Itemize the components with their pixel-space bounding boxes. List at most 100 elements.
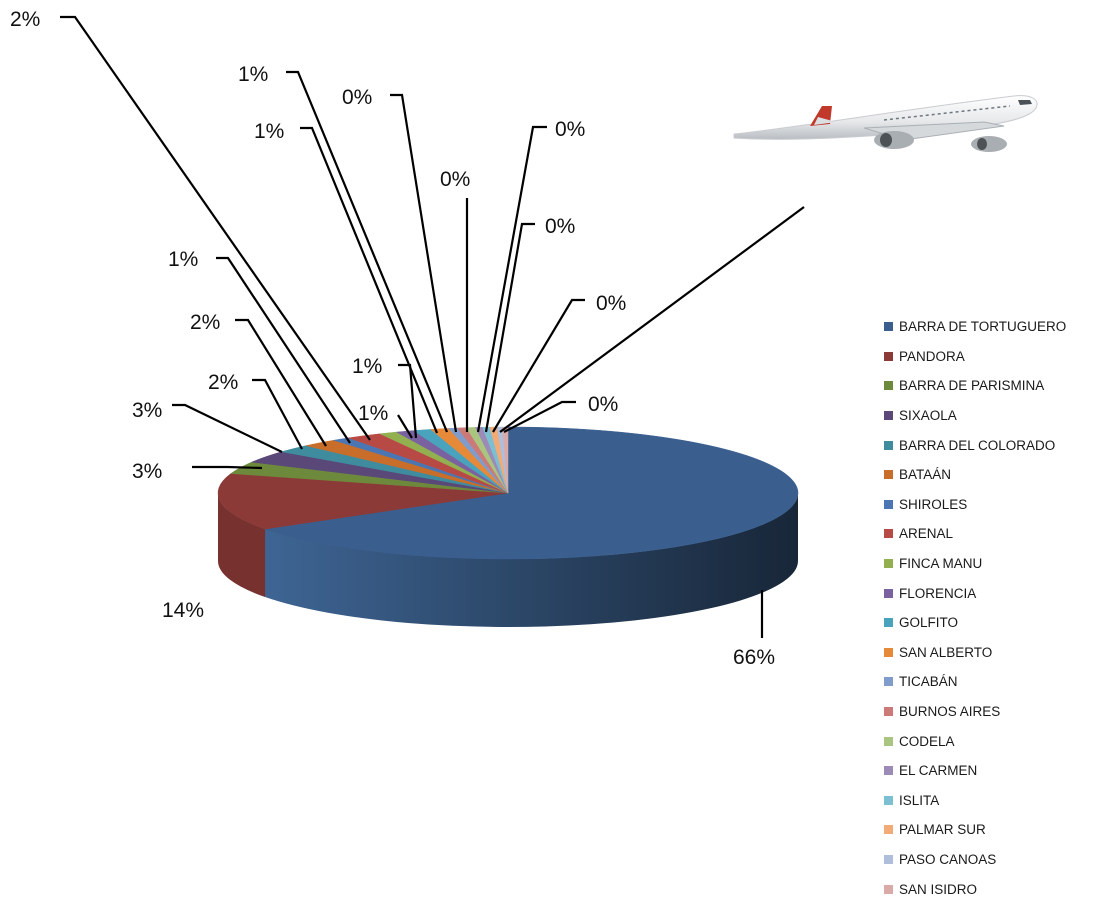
airplane-image: [733, 95, 1038, 152]
legend-label: EL CARMEN: [899, 763, 978, 779]
legend-swatch: [884, 322, 893, 332]
legend-swatch: [884, 470, 893, 480]
leader-line: [235, 318, 327, 447]
legend-label: TICABÁN: [899, 674, 958, 690]
data-label: 2%: [190, 311, 220, 334]
legend-label: SAN ALBERTO: [899, 644, 993, 660]
legend-label: BARRA DE TORTUGUERO: [899, 319, 1067, 335]
data-label: 0%: [545, 215, 575, 238]
data-label: 3%: [132, 399, 162, 422]
data-label: 2%: [10, 8, 40, 31]
legend-swatch: [884, 618, 893, 628]
legend-label: SAN ISIDRO: [899, 881, 978, 897]
legend-item: ISLITA: [884, 786, 1089, 816]
legend-label: ISLITA: [899, 792, 940, 808]
legend-label: BATAÁN: [899, 467, 952, 483]
legend-swatch: [884, 707, 893, 717]
legend-item: CODELA: [884, 726, 1089, 756]
legend-item: SAN ISIDRO: [884, 874, 1089, 904]
legend-label: SHIROLES: [899, 496, 968, 512]
data-label: 1%: [254, 120, 284, 143]
legend-swatch: [884, 351, 893, 361]
chart-legend: BARRA DE TORTUGUERO PANDORA BARRA DE PARIS…: [884, 312, 1089, 904]
legend-item: FLORENCIA: [884, 578, 1089, 608]
leader-line: [252, 378, 303, 450]
legend-swatch: [884, 854, 893, 864]
legend-item: EL CARMEN: [884, 756, 1089, 786]
leader-line: [60, 15, 371, 441]
legend-label: PASO CANOAS: [899, 851, 997, 867]
legend-item: BARRA DEL COLORADO: [884, 430, 1089, 460]
leader-line: [390, 93, 458, 433]
legend-swatch: [884, 677, 893, 687]
legend-swatch: [884, 588, 893, 598]
data-label: 0%: [555, 118, 585, 141]
data-label: 2%: [208, 371, 238, 394]
legend-swatch: [884, 736, 893, 746]
data-label: 1%: [358, 402, 388, 425]
legend-swatch: [884, 766, 893, 776]
legend-swatch: [884, 440, 893, 450]
leader-line: [300, 126, 439, 434]
legend-label: FINCA MANU: [899, 556, 983, 572]
leader-line: [499, 206, 805, 433]
legend-item: ARENAL: [884, 519, 1089, 549]
legend-label: PALMAR SUR: [899, 822, 986, 838]
legend-label: BURNOS AIRES: [899, 704, 1001, 720]
pie-slice-1: [217, 473, 509, 530]
data-label: 3%: [132, 460, 162, 483]
pie-side-0: [265, 493, 798, 627]
data-label: 0%: [440, 168, 470, 191]
pie-side-1: [218, 493, 266, 598]
legend-item: GOLFITO: [884, 608, 1089, 638]
legend-swatch: [884, 647, 893, 657]
legend-swatch: [884, 884, 893, 894]
leader-line: [484, 222, 535, 433]
legend-item: BATAÁN: [884, 460, 1089, 490]
legend-swatch: [884, 825, 893, 835]
legend-label: PANDORA: [899, 348, 965, 364]
legend-item: BURNOS AIRES: [884, 697, 1089, 727]
legend-item: PASO CANOAS: [884, 845, 1089, 875]
legend-swatch: [884, 559, 893, 569]
leader-line: [286, 70, 449, 433]
leader-line: [503, 400, 576, 433]
data-label: 1%: [352, 355, 382, 378]
leader-line: [192, 465, 263, 470]
data-label: 0%: [342, 86, 372, 109]
legend-item: SIXAOLA: [884, 401, 1089, 431]
legend-label: BARRA DEL COLORADO: [899, 437, 1056, 453]
legend-swatch: [884, 795, 893, 805]
data-label: 14%: [162, 599, 204, 622]
data-label: 0%: [596, 292, 626, 315]
leader-line: [476, 125, 547, 433]
legend-item: TICABÁN: [884, 667, 1089, 697]
legend-label: FLORENCIA: [899, 585, 977, 601]
legend-label: BARRA DE PARISMINA: [899, 378, 1045, 394]
legend-swatch: [884, 529, 893, 539]
data-label: 1%: [238, 63, 268, 86]
legend-swatch: [884, 411, 893, 421]
legend-item: PALMAR SUR: [884, 815, 1089, 845]
legend-label: ARENAL: [899, 526, 954, 542]
legend-item: FINCA MANU: [884, 549, 1089, 579]
legend-swatch: [884, 499, 893, 509]
legend-swatch: [884, 381, 893, 391]
legend-label: CODELA: [899, 733, 955, 749]
data-label: 1%: [168, 248, 198, 271]
leader-line: [172, 403, 283, 453]
legend-item: BARRA DE TORTUGUERO: [884, 312, 1089, 342]
legend-label: GOLFITO: [899, 615, 959, 631]
leader-line: [397, 414, 413, 439]
legend-item: BARRA DE PARISMINA: [884, 371, 1089, 401]
data-label: 0%: [588, 393, 618, 416]
leader-line: [492, 298, 585, 433]
data-label: 66%: [733, 646, 775, 669]
leader-line: [216, 256, 351, 444]
pie-slice-0: [265, 426, 799, 560]
legend-item: SHIROLES: [884, 490, 1089, 520]
legend-label: SIXAOLA: [899, 408, 957, 424]
legend-item: PANDORA: [884, 342, 1089, 372]
